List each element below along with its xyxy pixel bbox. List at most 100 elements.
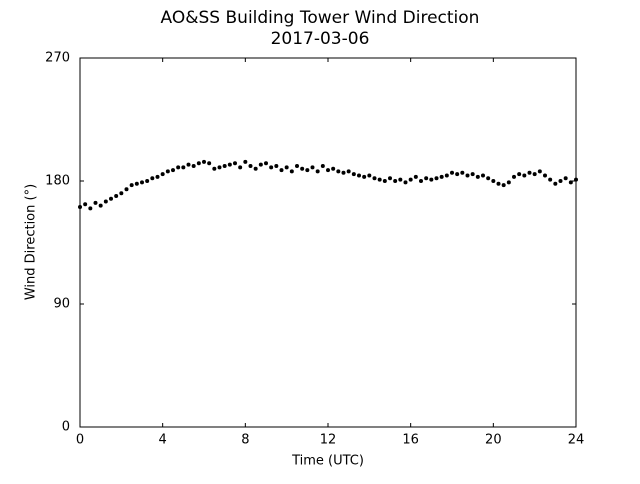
y-tick-label: 180 bbox=[45, 174, 70, 189]
y-axis-label: Wind Direction (°) bbox=[24, 184, 39, 300]
point bbox=[486, 176, 491, 181]
point bbox=[305, 168, 310, 173]
point bbox=[109, 196, 113, 201]
point bbox=[295, 163, 299, 168]
point bbox=[450, 170, 454, 175]
point bbox=[207, 161, 212, 166]
point bbox=[248, 163, 253, 168]
point bbox=[548, 177, 553, 182]
point bbox=[527, 170, 532, 175]
point bbox=[202, 159, 206, 164]
point bbox=[191, 163, 196, 168]
point bbox=[88, 206, 93, 211]
point bbox=[284, 165, 289, 170]
point bbox=[78, 204, 82, 209]
point bbox=[134, 181, 139, 186]
point bbox=[124, 187, 129, 192]
point bbox=[320, 163, 325, 168]
point bbox=[336, 169, 341, 174]
y-tick-label: 0 bbox=[62, 420, 70, 435]
point bbox=[501, 183, 506, 188]
point bbox=[506, 180, 511, 185]
point bbox=[315, 169, 320, 174]
point bbox=[429, 177, 434, 182]
point bbox=[377, 177, 382, 182]
point bbox=[331, 166, 336, 171]
point bbox=[145, 179, 150, 183]
point bbox=[212, 166, 217, 171]
point bbox=[496, 181, 501, 186]
point bbox=[222, 163, 227, 168]
point bbox=[362, 174, 367, 179]
point bbox=[351, 172, 356, 177]
point bbox=[253, 166, 258, 171]
point bbox=[543, 173, 547, 178]
point bbox=[264, 161, 268, 166]
x-tick-label: 16 bbox=[402, 433, 419, 448]
point bbox=[196, 161, 201, 166]
point bbox=[119, 191, 124, 196]
x-tick-label: 24 bbox=[568, 433, 585, 448]
point bbox=[233, 161, 237, 166]
point bbox=[227, 162, 232, 167]
x-axis-label: Time (UTC) bbox=[291, 454, 364, 469]
point bbox=[150, 176, 155, 181]
point bbox=[289, 169, 294, 174]
x-tick-label: 12 bbox=[320, 433, 337, 448]
point bbox=[103, 199, 108, 204]
point bbox=[140, 180, 144, 185]
point bbox=[98, 203, 103, 208]
point bbox=[279, 168, 284, 173]
point bbox=[310, 165, 315, 170]
x-tick-label: 4 bbox=[159, 433, 167, 448]
point bbox=[413, 174, 418, 179]
point bbox=[357, 173, 361, 178]
point bbox=[388, 176, 392, 181]
point bbox=[165, 169, 170, 174]
point bbox=[346, 169, 351, 174]
point bbox=[481, 173, 485, 178]
point bbox=[434, 176, 439, 181]
point bbox=[475, 174, 480, 179]
point bbox=[424, 176, 429, 181]
point bbox=[444, 173, 449, 178]
plot-frame bbox=[79, 57, 577, 428]
point bbox=[532, 172, 537, 177]
point bbox=[186, 162, 191, 167]
point bbox=[512, 174, 516, 179]
point bbox=[243, 159, 248, 164]
point bbox=[129, 183, 134, 188]
point bbox=[238, 165, 243, 170]
point bbox=[403, 180, 408, 185]
point bbox=[558, 179, 563, 183]
point bbox=[553, 181, 558, 186]
point bbox=[258, 162, 263, 167]
point bbox=[341, 170, 346, 175]
point bbox=[83, 202, 88, 207]
point bbox=[419, 179, 423, 183]
point bbox=[114, 194, 119, 199]
point bbox=[93, 200, 98, 205]
y-tick-label: 90 bbox=[53, 297, 70, 312]
point bbox=[408, 177, 413, 182]
point bbox=[470, 172, 475, 177]
y-tick-label: 270 bbox=[45, 51, 70, 66]
point bbox=[563, 176, 568, 181]
point bbox=[181, 165, 186, 170]
point bbox=[300, 166, 305, 171]
point bbox=[465, 173, 470, 178]
point bbox=[439, 174, 444, 179]
point bbox=[372, 176, 377, 181]
point bbox=[155, 174, 160, 179]
point bbox=[367, 173, 372, 178]
x-tick-label: 20 bbox=[485, 433, 502, 448]
x-tick-label: 8 bbox=[241, 433, 249, 448]
point bbox=[176, 165, 181, 170]
point bbox=[522, 173, 527, 178]
point bbox=[517, 172, 522, 177]
x-tick-label: 0 bbox=[76, 433, 84, 448]
point bbox=[382, 179, 387, 183]
point bbox=[274, 163, 279, 168]
point bbox=[491, 179, 496, 183]
